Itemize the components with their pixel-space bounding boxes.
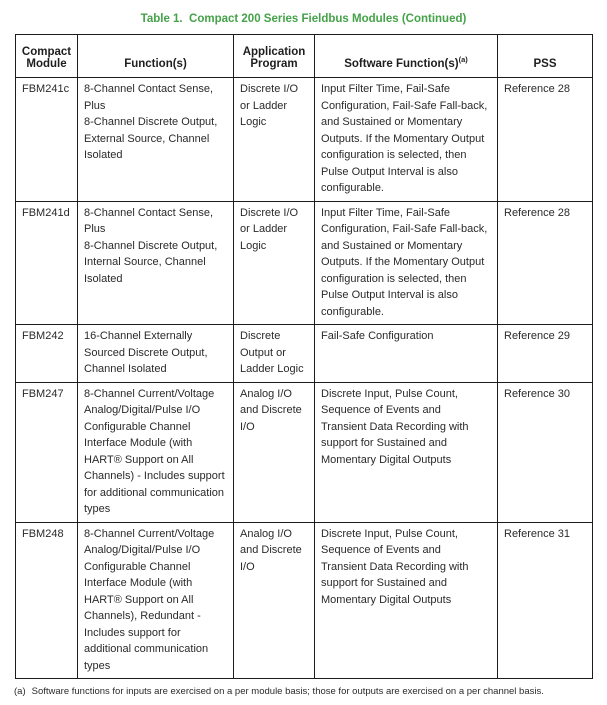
header-row: Compact Module Function(s) Application P… xyxy=(15,34,593,78)
footnote-marker-superscript: (a) xyxy=(458,55,468,65)
cell-pss: Reference 30 xyxy=(497,381,593,523)
cell-pss: Reference 28 xyxy=(497,200,593,325)
cell-module: FBM248 xyxy=(15,521,78,679)
cell-application-program: Discrete I/O or Ladder Logic xyxy=(233,200,315,325)
col-header-application-program: Application Program xyxy=(233,34,315,78)
cell-module: FBM247 xyxy=(15,381,78,523)
cell-pss: Reference 28 xyxy=(497,77,593,202)
cell-functions: 8-Channel Contact Sense, Plus 8-Channel … xyxy=(77,200,234,325)
cell-software-functions: Input Filter Time, Fail-Safe Configurati… xyxy=(314,77,498,202)
cell-pss: Reference 29 xyxy=(497,324,593,383)
cell-functions: 8-Channel Contact Sense, Plus 8-Channel … xyxy=(77,77,234,202)
footnote-text: Software functions for inputs are exerci… xyxy=(31,686,544,697)
col-header-software-functions-label: Software Function(s) xyxy=(344,58,459,70)
cell-application-program: Analog I/O and Discrete I/O xyxy=(233,521,315,679)
cell-module: FBM242 xyxy=(15,324,78,383)
fieldbus-modules-table: Compact Module Function(s) Application P… xyxy=(15,34,593,679)
cell-software-functions: Fail-Safe Configuration xyxy=(314,324,498,383)
table-row: FBM241c 8-Channel Contact Sense, Plus 8-… xyxy=(15,77,593,202)
col-header-software-functions: Software Function(s)(a) xyxy=(314,34,498,78)
cell-application-program: Discrete Output or Ladder Logic xyxy=(233,324,315,383)
cell-application-program: Discrete I/O or Ladder Logic xyxy=(233,77,315,202)
cell-software-functions: Input Filter Time, Fail-Safe Configurati… xyxy=(314,200,498,325)
table-row: FBM242 16-Channel Externally Sourced Dis… xyxy=(15,324,593,383)
cell-software-functions: Discrete Input, Pulse Count, Sequence of… xyxy=(314,381,498,523)
col-header-pss: PSS xyxy=(497,34,593,78)
footnote-marker: (a) xyxy=(14,686,26,697)
table-row: FBM247 8-Channel Current/Voltage Analog/… xyxy=(15,381,593,523)
col-header-compact-module: Compact Module xyxy=(15,34,78,78)
table-row: FBM248 8-Channel Current/Voltage Analog/… xyxy=(15,521,593,679)
table-caption: Table 1. Compact 200 Series Fieldbus Mod… xyxy=(140,13,467,25)
col-header-functions: Function(s) xyxy=(77,34,234,78)
cell-functions: 8-Channel Current/Voltage Analog/Digital… xyxy=(77,381,234,523)
cell-module: FBM241d xyxy=(15,200,78,325)
cell-application-program: Analog I/O and Discrete I/O xyxy=(233,381,315,523)
cell-module: FBM241c xyxy=(15,77,78,202)
cell-functions: 16-Channel Externally Sourced Discrete O… xyxy=(77,324,234,383)
cell-software-functions: Discrete Input, Pulse Count, Sequence of… xyxy=(314,521,498,679)
table-row: FBM241d 8-Channel Contact Sense, Plus 8-… xyxy=(15,200,593,325)
cell-pss: Reference 31 xyxy=(497,521,593,679)
cell-functions: 8-Channel Current/Voltage Analog/Digital… xyxy=(77,521,234,679)
table-footnote: (a) Software functions for inputs are exe… xyxy=(14,686,607,697)
